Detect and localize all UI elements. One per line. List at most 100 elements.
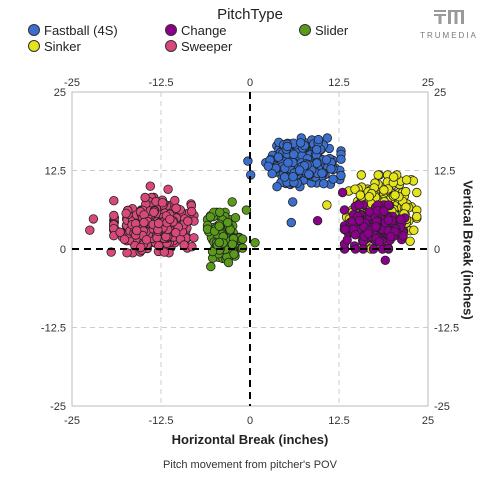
- point-fastball-4s: [288, 171, 298, 182]
- point-fastball-4s: [279, 172, 290, 182]
- point-fastball-4s: [286, 217, 297, 228]
- point-fastball-4s: [283, 157, 293, 168]
- legend-dot-icon: [28, 24, 40, 36]
- x-axis-label: Horizontal Break (inches): [171, 432, 329, 447]
- point-change: [354, 200, 364, 210]
- legend-dot-icon: [165, 24, 177, 36]
- point-sweeper: [139, 217, 149, 228]
- legend-item-sweeper[interactable]: Sweeper: [165, 39, 232, 54]
- point-change: [380, 255, 391, 265]
- point-sweeper: [140, 192, 150, 203]
- point-sweeper: [131, 225, 142, 236]
- legend-item-sinker[interactable]: Sinker: [28, 39, 81, 54]
- point-slider: [206, 261, 216, 272]
- brand-text: TRUMEDIA: [420, 31, 478, 40]
- point-sweeper: [119, 234, 130, 245]
- point-sweeper: [154, 241, 164, 251]
- point-sweeper: [171, 203, 181, 214]
- point-fastball-4s: [336, 154, 346, 165]
- point-change: [364, 207, 375, 217]
- point-sinker: [409, 225, 419, 235]
- point-sweeper: [88, 214, 99, 224]
- point-change: [379, 206, 389, 216]
- point-sweeper: [163, 184, 173, 195]
- y-tick-label-right: 12.5: [434, 166, 455, 178]
- x-tick-label-bottom: -12.5: [148, 415, 173, 427]
- point-sinker: [356, 170, 367, 180]
- legend-label: Sweeper: [181, 39, 233, 54]
- brand-logo: TRUMEDIA: [418, 10, 480, 40]
- point-sinker: [390, 190, 400, 200]
- x-tick-label-bottom: -25: [64, 415, 80, 427]
- chart-caption: Pitch movement from pitcher's POV: [163, 459, 337, 471]
- point-fastball-4s: [321, 155, 332, 165]
- point-sinker: [350, 184, 360, 194]
- point-change: [312, 215, 323, 226]
- x-tick-label-bottom: 12.5: [328, 415, 349, 427]
- x-tick-label-top: 25: [422, 77, 434, 89]
- legend-label: Sinker: [44, 39, 81, 54]
- point-change: [339, 205, 350, 215]
- point-change: [374, 236, 385, 247]
- point-fastball-4s: [263, 161, 274, 172]
- point-sinker: [389, 172, 399, 182]
- point-sweeper: [189, 233, 199, 243]
- point-change: [342, 235, 352, 245]
- point-sinker: [412, 187, 422, 198]
- y-axis-label: Vertical Break (inches): [460, 180, 476, 320]
- point-slider: [214, 221, 225, 231]
- trumedia-logo-icon: [434, 10, 464, 24]
- y-tick-label-right: 25: [434, 87, 446, 99]
- legend-item-slider[interactable]: Slider: [299, 23, 348, 38]
- point-sweeper: [170, 195, 180, 206]
- point-fastball-4s: [282, 141, 293, 152]
- point-slider: [227, 239, 238, 250]
- point-sweeper: [109, 195, 119, 206]
- y-tick-label-right: 0: [434, 244, 440, 256]
- legend-item-change[interactable]: Change: [165, 23, 227, 38]
- legend-label: Slider: [315, 23, 349, 38]
- point-slider: [241, 205, 252, 215]
- x-tick-label-top: 0: [247, 77, 253, 89]
- y-tick-label-left: -12.5: [41, 323, 66, 335]
- y-tick-label-left: 0: [60, 244, 66, 256]
- point-change: [383, 200, 394, 210]
- point-slider: [223, 257, 234, 268]
- point-sweeper: [121, 208, 131, 219]
- point-fastball-4s: [295, 138, 306, 148]
- point-change: [363, 228, 373, 239]
- x-tick-label-top: 12.5: [328, 77, 349, 89]
- point-fastball-4s: [272, 181, 282, 192]
- point-slider: [222, 217, 233, 228]
- point-sinker: [364, 191, 374, 202]
- legend-label: Change: [181, 23, 227, 38]
- point-sinker: [379, 185, 389, 195]
- point-fastball-4s: [312, 144, 322, 155]
- legend-item-fastball[interactable]: Fastball (4S): [28, 23, 118, 38]
- point-change: [371, 221, 381, 232]
- point-sweeper: [145, 181, 156, 191]
- y-tick-label-left: 25: [54, 87, 66, 99]
- y-tick-label-left: 12.5: [45, 166, 66, 178]
- point-fastball-4s: [326, 164, 336, 174]
- point-sweeper: [85, 225, 95, 235]
- point-change: [350, 230, 361, 240]
- point-sweeper: [186, 206, 197, 217]
- point-sweeper: [136, 242, 146, 253]
- point-sweeper: [165, 214, 175, 225]
- point-change: [337, 187, 348, 198]
- point-fastball-4s: [267, 168, 277, 179]
- x-tick-label-bottom: 25: [422, 415, 434, 427]
- point-sinker: [401, 186, 411, 197]
- point-slider: [214, 237, 225, 248]
- point-sweeper: [115, 227, 125, 238]
- x-tick-label-top: -12.5: [148, 77, 173, 89]
- point-sweeper: [157, 197, 168, 208]
- point-sweeper: [170, 227, 181, 238]
- point-fastball-4s: [273, 152, 284, 162]
- point-slider: [227, 197, 237, 207]
- point-fastball-4s: [317, 168, 327, 178]
- point-sweeper: [183, 216, 193, 226]
- point-fastball-4s: [294, 165, 305, 175]
